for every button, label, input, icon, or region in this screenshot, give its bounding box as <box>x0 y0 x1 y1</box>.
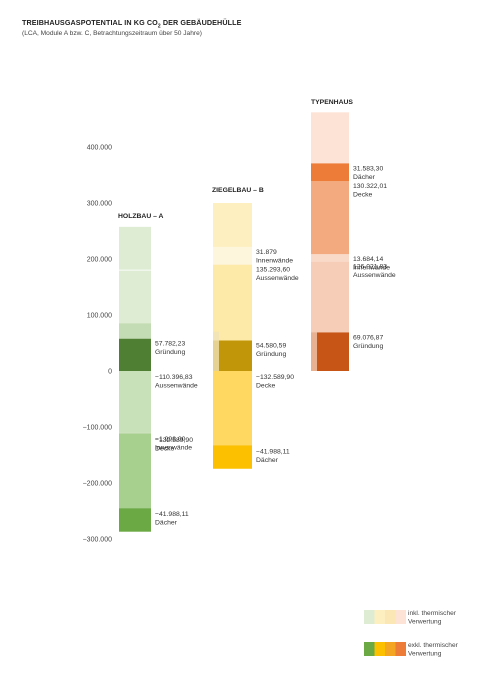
bar-segment <box>311 261 349 333</box>
bar-segment <box>119 433 151 509</box>
chart-title-subscript: 2 <box>157 23 161 30</box>
bar-segment <box>119 371 151 433</box>
y-tick-label: 400.000 <box>87 145 112 152</box>
data-label-value: 130.322,01 <box>353 183 387 190</box>
legend-label: Verwertung <box>408 619 442 626</box>
legend-swatch <box>385 642 396 656</box>
legend-label: Verwertung <box>408 651 442 658</box>
data-label-value: −110.396,83 <box>155 374 193 381</box>
legend-label: inkl. thermischer <box>408 610 457 617</box>
data-label-category: Aussenwände <box>353 272 396 279</box>
column-dark-band <box>311 331 317 371</box>
column-title: TYPENHAUS <box>311 99 353 106</box>
chart-title-main: TREIBHAUSGASPOTENTIAL IN KG CO <box>22 18 158 27</box>
column-band-line <box>119 269 151 271</box>
legend-swatch <box>364 642 375 656</box>
legend-swatch <box>374 610 385 624</box>
data-label-category: Gründung <box>353 343 383 350</box>
y-tick-label: 100.000 <box>87 313 112 320</box>
bar-segment <box>213 445 252 469</box>
legend-swatch <box>374 642 385 656</box>
chart-subtitle: (LCA, Module A bzw. C, Betrachtungszeitr… <box>22 30 202 37</box>
legend-label: exkl. thermischer <box>408 642 459 649</box>
bar-segment <box>311 332 349 371</box>
y-tick-label: −100.000 <box>83 425 112 432</box>
data-label-value: −41.988,11 <box>256 448 290 455</box>
data-label-category: Dächer <box>256 457 279 464</box>
y-tick-label: −200.000 <box>83 481 112 488</box>
data-label-category: Decke <box>353 192 372 199</box>
data-label-category: Dächer <box>353 174 376 181</box>
column-title: HOLZBAU – A <box>118 213 164 220</box>
data-label-category: Decke <box>256 383 275 390</box>
bar-segment <box>311 181 349 255</box>
data-label-value: 135.293,60 <box>256 267 290 274</box>
data-label-category: Aussenwände <box>155 383 198 390</box>
data-label-value: −41.988,11 <box>155 511 189 518</box>
data-label-category: Dächer <box>155 520 178 527</box>
bar-segment <box>119 338 151 371</box>
bar-segment <box>213 246 252 265</box>
y-tick-label: −300.000 <box>83 537 112 544</box>
bar-segment <box>119 508 151 532</box>
bar-segment <box>213 264 252 341</box>
data-label-category: Innenwände <box>353 265 390 272</box>
data-label-value: 31.583,30 <box>353 165 383 172</box>
data-label-category: Decke <box>155 445 174 452</box>
column-title: ZIEGELBAU – B <box>212 187 264 194</box>
bar-segment <box>213 371 252 446</box>
legend-swatch <box>364 610 375 624</box>
bar-segment <box>311 254 349 262</box>
bar-segment <box>311 163 349 182</box>
data-label-value: 69.076,87 <box>353 334 383 341</box>
data-label-value: 126.021,83 <box>353 264 387 271</box>
column-dark-band <box>213 331 219 371</box>
column-dark-band <box>119 323 151 339</box>
legend-swatch <box>395 610 406 624</box>
data-label-value: 57.782,23 <box>155 341 185 348</box>
bar-segment <box>213 340 252 371</box>
data-label-value: −132.589,90 <box>256 374 294 381</box>
y-tick-label: 200.000 <box>87 257 112 264</box>
data-label-category: Innenwände <box>256 257 293 264</box>
data-label-value: 13.684,14 <box>353 256 383 263</box>
legend-swatch <box>385 610 396 624</box>
data-label-category: Gründung <box>155 349 185 356</box>
data-label-category: Aussenwände <box>256 275 299 282</box>
data-label-value: −1.998,00 <box>155 436 186 443</box>
data-label-category: Gründung <box>256 351 286 358</box>
chart-title-tail: DER GEBÄUDEHÜLLE <box>160 18 242 27</box>
data-label-category: Innenwände <box>155 444 192 451</box>
data-label-value: 31.879 <box>256 249 277 256</box>
data-label-value: −132.589,90 <box>155 437 193 444</box>
data-label-value: 54.580,59 <box>256 342 286 349</box>
bar-segment <box>119 432 151 434</box>
chart-title: TREIBHAUSGASPOTENTIAL IN KG CO2 DER GEBÄ… <box>22 18 242 29</box>
legend-swatch <box>395 642 406 656</box>
y-tick-label: 300.000 <box>87 201 112 208</box>
y-tick-label: 0 <box>108 369 112 376</box>
